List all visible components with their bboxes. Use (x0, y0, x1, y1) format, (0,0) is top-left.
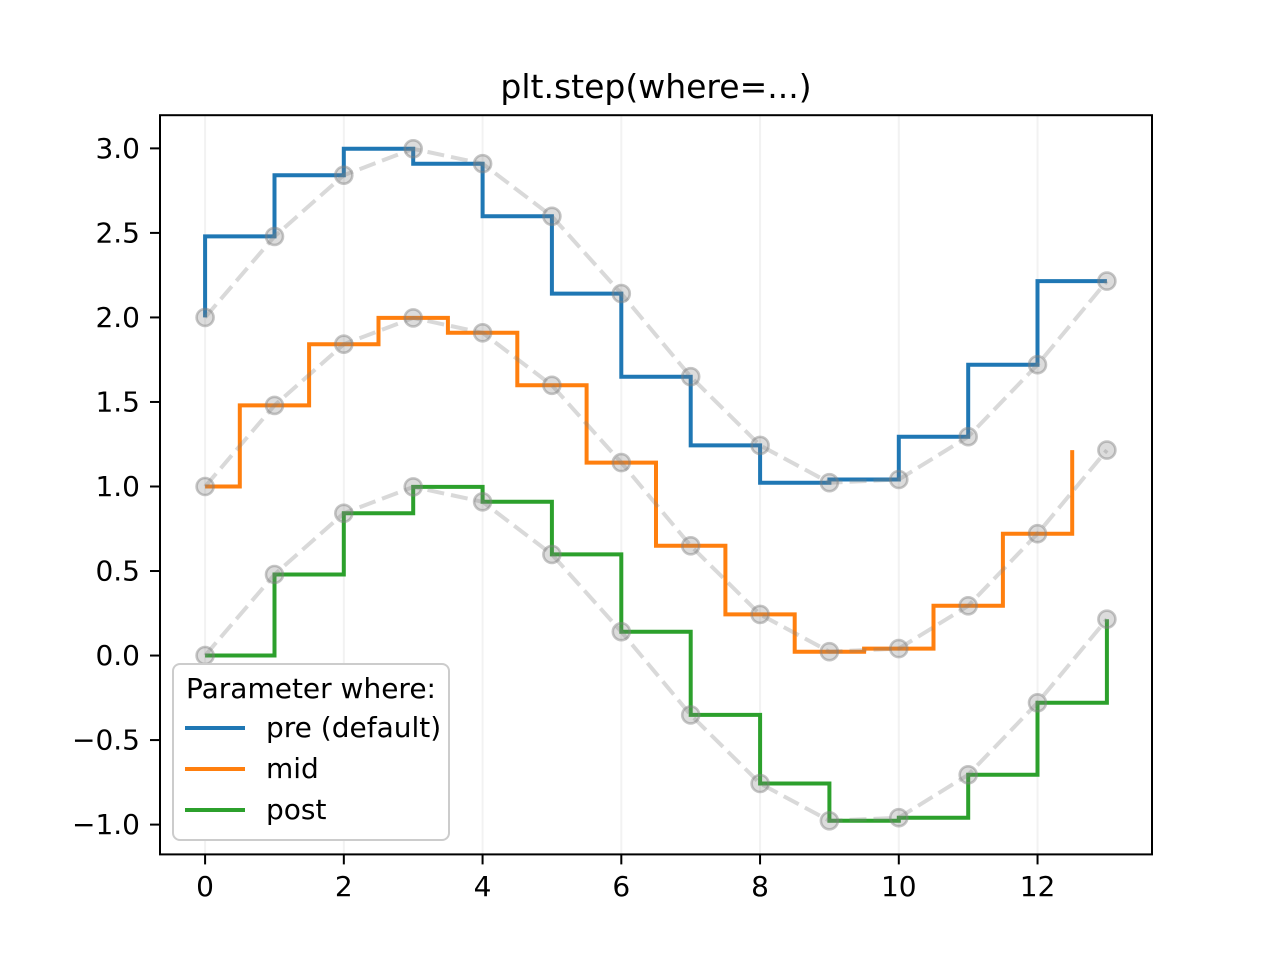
data-point-marker (750, 773, 770, 794)
y-tick-label: −1.0 (72, 808, 140, 841)
x-tick-label: 8 (751, 870, 769, 903)
data-point-marker (264, 564, 285, 585)
legend-label-post: post (266, 792, 327, 826)
y-tick-label: 2.5 (95, 216, 140, 249)
data-point-marker (1027, 692, 1048, 713)
legend-item-pre: pre (default) (174, 707, 448, 748)
data-point-marker (611, 452, 632, 473)
data-point-marker (1097, 271, 1117, 291)
data-point-marker (1027, 354, 1048, 375)
y-tick-label: 1.0 (95, 470, 140, 503)
reference-dashed-line (203, 484, 1109, 823)
reference-dashed-line (203, 146, 1109, 485)
data-point-marker (333, 503, 354, 524)
data-point-marker (888, 807, 909, 828)
data-point-marker (472, 322, 493, 343)
y-tick-label: 2.0 (95, 301, 140, 334)
legend-swatch-mid-line (185, 766, 245, 771)
data-point-marker (542, 375, 562, 396)
data-point-marker (680, 535, 701, 556)
data-point-marker (195, 307, 215, 328)
axes-spines (159, 114, 1153, 856)
data-point-marker (611, 621, 632, 642)
data-point-marker (1027, 523, 1048, 544)
data-point-marker (195, 645, 215, 666)
legend-swatch-pre-line (185, 725, 245, 730)
data-point-marker (680, 366, 701, 387)
data-point-marker (472, 153, 493, 174)
data-point-marker (888, 469, 909, 490)
data-point-marker (958, 426, 979, 447)
y-tick-label: −0.5 (72, 724, 140, 757)
step-line-mid (205, 315, 1075, 654)
data-point-marker (1097, 609, 1117, 630)
data-point-marker (542, 206, 562, 227)
data-point-marker (403, 477, 424, 497)
legend-item-mid: mid (174, 748, 448, 789)
data-point-marker (680, 705, 701, 725)
data-point-marker (542, 544, 562, 565)
legend: Parameter where: pre (default) mid post (172, 663, 450, 841)
data-point-marker (403, 308, 424, 328)
x-tick-label: 0 (196, 870, 214, 903)
x-tick-label: 4 (474, 870, 492, 903)
data-point-marker (333, 165, 354, 185)
data-point-marker (888, 638, 909, 659)
legend-title: Parameter where: (185, 672, 436, 705)
step-line-post (205, 484, 1109, 823)
data-point-marker (750, 435, 770, 456)
legend-swatch-post-line (185, 807, 245, 812)
data-point-marker (819, 641, 840, 662)
legend-label-pre: pre (default) (266, 710, 442, 744)
data-point-marker (819, 810, 840, 831)
x-tick-label: 12 (1020, 870, 1056, 903)
data-point-marker (611, 283, 632, 304)
y-tick-label: 1.5 (95, 385, 140, 418)
y-tick-label: 0.5 (95, 555, 140, 588)
reference-dashed-line (203, 315, 1109, 654)
data-point-marker (750, 604, 770, 625)
data-point-marker (264, 395, 285, 416)
data-point-marker (472, 491, 493, 512)
x-tick-label: 2 (335, 870, 353, 903)
y-tick-label: 0.0 (95, 639, 140, 672)
data-point-marker (403, 139, 424, 159)
step-line-pre (203, 146, 1107, 485)
data-point-marker (264, 226, 285, 247)
x-tick-label: 6 (612, 870, 630, 903)
data-point-marker (1097, 440, 1117, 460)
data-point-marker (195, 476, 215, 497)
legend-item-post: post (174, 789, 448, 830)
data-point-marker (958, 595, 979, 616)
data-point-marker (958, 764, 979, 785)
x-tick-label: 10 (881, 870, 917, 903)
legend-label-mid: mid (266, 751, 319, 785)
data-point-marker (333, 334, 354, 355)
chart-title: plt.step(where=...) (500, 67, 812, 106)
data-point-marker (819, 472, 840, 493)
y-tick-label: 3.0 (95, 132, 140, 165)
